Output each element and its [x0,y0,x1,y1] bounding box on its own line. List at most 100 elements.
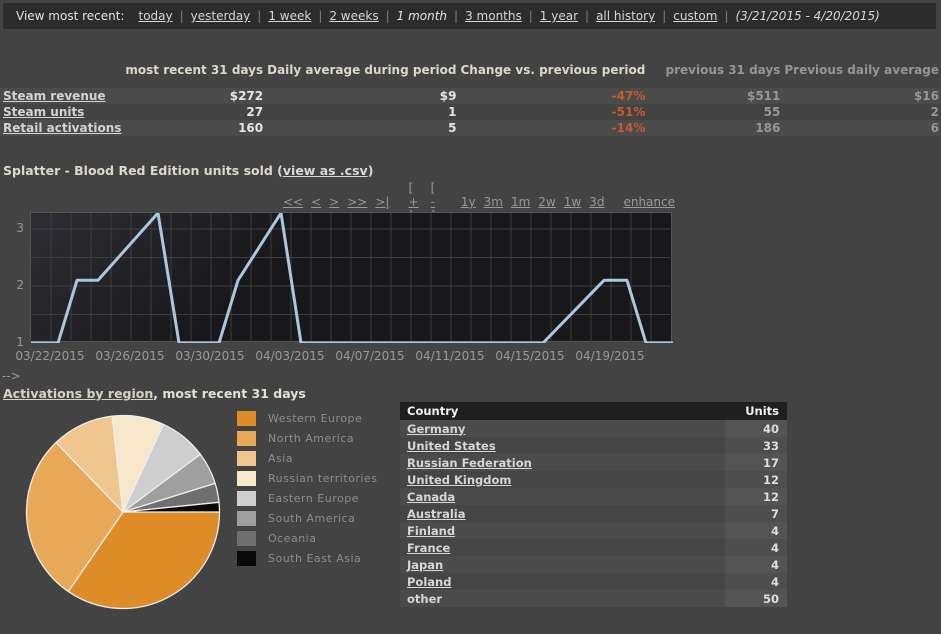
summary-row-label: Retail activations [0,120,124,136]
chart-control-enhance[interactable]: enhance [623,195,675,209]
chart-control-first[interactable]: << [283,195,304,209]
units-sold-line [31,213,673,343]
legend-label: Asia [268,451,294,465]
country-row: Germany 40 [400,420,787,437]
country-link-japan[interactable]: Japan [407,557,444,572]
summary-row: Steam revenue $272 $9 -47% $511 $16 [0,88,941,104]
country-cell: Canada [400,488,725,505]
separator: | [662,9,667,23]
topbar-links: today | yesterday | 1 week | 2 weeks | 1 month | 3… [138,9,879,23]
country-row: France 4 [400,539,787,556]
view-as-csv-link[interactable]: view as .csv [282,163,368,178]
range-link-2-weeks[interactable]: 2 weeks [329,9,379,23]
range-link-yesterday[interactable]: yesterday [190,9,251,23]
legend-item: Asia [237,448,377,468]
range-link-all-history[interactable]: all history [596,9,656,23]
summary-body: Steam revenue $272 $9 -47% $511 $16 Steam unit… [0,88,941,136]
country-row: Australia 7 [400,505,787,522]
units-sold-line-chart[interactable] [30,212,673,343]
separator: | [257,9,262,23]
summary-value: 186 [647,120,783,136]
y-axis-label-1: 1 [16,335,24,349]
units-value: 7 [725,505,787,522]
country-cell: Japan [400,556,725,573]
pie-slice-western-europe [67,511,221,610]
x-axis-label: 04/03/2015 [255,349,325,363]
chart-control-range-1w[interactable]: 1w [563,195,582,209]
legend-swatch [237,490,256,506]
summary-value: $16 [782,88,941,104]
country-cell: United States [400,437,725,454]
pie-slice-south-east-asia [122,501,221,513]
separator: | [724,9,729,23]
country-row: United States 33 [400,437,787,454]
country-cell: United Kingdom [400,471,725,488]
summary-value: -51% [611,105,646,119]
range-link-today[interactable]: today [138,9,173,23]
range-link-3-months[interactable]: 3 months [465,9,522,23]
country-link-poland[interactable]: Poland [407,574,452,589]
chart-control-range-3m[interactable]: 3m [483,195,503,209]
chart-control-prev-page[interactable]: < [311,195,322,209]
range-link-1-week[interactable]: 1 week [268,9,312,23]
summary-value: -47% [458,88,648,104]
chart-control-range-1m[interactable]: 1m [510,195,531,209]
country-link-finland[interactable]: Finland [407,523,456,538]
chart-control-next-page[interactable]: >> [347,195,368,209]
units-value: 50 [725,590,787,607]
summary-value: 1 [448,105,457,119]
range-link-1-year[interactable]: 1 year [539,9,579,23]
country-cell: Australia [400,505,725,522]
legend-swatch [237,530,256,546]
separator: | [385,9,390,23]
x-axis-label: 04/19/2015 [575,349,645,363]
steam-units-link[interactable]: Steam units [3,105,85,119]
summary-row: Steam units 27 1 -51% 55 2 [0,104,941,120]
country-row: United Kingdom 12 [400,471,787,488]
country-link-russian-federation[interactable]: Russian Federation [407,455,532,470]
range-selected-1-month: 1 month [396,9,448,23]
country-link-united-states[interactable]: United States [407,438,496,453]
x-axis-label: 04/15/2015 [495,349,565,363]
legend-item: Eastern Europe [237,488,377,508]
chart-control-range-2w[interactable]: 2w [538,195,556,209]
summary-value: $272 [123,88,266,104]
retail-activations-link[interactable]: Retail activations [3,121,122,135]
legend-swatch [237,410,256,426]
steam-revenue-link[interactable]: Steam revenue [3,89,106,103]
range-link-custom[interactable]: custom [673,9,718,23]
view-most-recent-bar: View most recent: today | yesterday | 1 week… [3,3,936,29]
legend-label: Russian territories [268,471,378,485]
legend-item: Russian territories [237,468,377,488]
legend-swatch [237,550,256,566]
summary-value: 2 [930,105,939,119]
separator: | [585,9,590,23]
legend-swatch [237,510,256,526]
summary-column-header: Daily average during period [267,63,457,77]
country-link-france[interactable]: France [407,540,451,555]
control-group: enhance [623,195,675,209]
units-column-header[interactable]: Units [725,402,787,420]
country-column-header[interactable]: Country [400,402,725,420]
country-link-germany[interactable]: Germany [407,421,466,436]
summary-row-label: Steam units [0,104,123,120]
units-value: 4 [725,556,787,573]
country-link-united-kingdom[interactable]: United Kingdom [407,472,512,487]
summary-value: 27 [246,105,264,119]
country-row: Poland 4 [400,573,787,590]
activations-by-region-link[interactable]: Activations by region [3,386,154,401]
pie-legend: Western Europe North America Asia Russian t… [237,408,377,568]
y-axis-label-3: 3 [16,221,24,235]
country-link-canada[interactable]: Canada [407,489,456,504]
chart-control-next[interactable]: > [329,195,340,209]
chart-control-last[interactable]: >| [375,195,390,209]
pie-slice-north-america [25,441,124,593]
chart-control-range-1y[interactable]: 1y [460,195,476,209]
chart-control-range-3d[interactable]: 3d [589,195,605,209]
summary-column-header: most recent 31 days [125,63,264,77]
country-link-australia[interactable]: Australia [407,506,466,521]
summary-value: -14% [458,120,648,136]
control-group: 1y 3m 1m 2w 1w 3d [461,195,605,209]
activations-pie-chart [25,414,221,610]
country-other-label: other [407,591,443,606]
